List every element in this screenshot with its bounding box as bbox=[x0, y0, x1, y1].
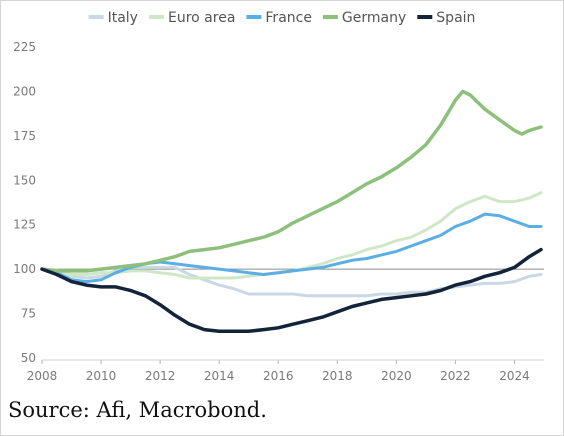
y-tick-label: 125 bbox=[13, 218, 36, 232]
y-tick-label: 175 bbox=[13, 129, 36, 143]
legend-item: Germany bbox=[322, 10, 406, 26]
legend-label: Spain bbox=[436, 10, 475, 26]
x-tick-label: 2016 bbox=[263, 369, 294, 383]
series-group bbox=[40, 89, 543, 334]
y-axis: 50 75 100 125 150 175 200 225 bbox=[13, 40, 36, 365]
x-tick-label: 2008 bbox=[27, 369, 58, 383]
x-tick-label: 2012 bbox=[145, 369, 176, 383]
series-line-germany bbox=[40, 89, 543, 273]
x-tick-label: 2020 bbox=[381, 369, 412, 383]
legend-item: Italy bbox=[88, 10, 138, 26]
legend: Italy Euro area France Germany Spain bbox=[88, 10, 475, 26]
x-tick-label: 2010 bbox=[86, 369, 117, 383]
legend-item: France bbox=[246, 10, 312, 26]
y-tick-label: 100 bbox=[13, 262, 36, 276]
legend-label: Germany bbox=[342, 10, 406, 26]
legend-item: Euro area bbox=[149, 10, 235, 26]
legend-label: Euro area bbox=[168, 10, 235, 26]
x-tick-label: 2018 bbox=[322, 369, 353, 383]
x-axis: 2008 2010 2012 2014 2016 2018 2020 2022 2024 bbox=[27, 360, 530, 383]
y-tick-label: 150 bbox=[13, 173, 36, 187]
series-line-spain bbox=[40, 247, 543, 334]
legend-item: Spain bbox=[417, 10, 475, 26]
y-tick-label: 50 bbox=[21, 351, 36, 365]
x-tick-label: 2014 bbox=[204, 369, 235, 383]
x-tick-label: 2022 bbox=[440, 369, 471, 383]
y-tick-label: 200 bbox=[13, 84, 36, 98]
legend-label: Italy bbox=[108, 10, 138, 26]
y-tick-label: 75 bbox=[21, 307, 36, 321]
legend-label: France bbox=[265, 10, 312, 26]
x-tick-label: 2024 bbox=[499, 369, 530, 383]
y-tick-label: 225 bbox=[13, 40, 36, 54]
series-line-france bbox=[40, 212, 543, 284]
source-note: Source: Afi, Macrobond. bbox=[8, 398, 267, 422]
